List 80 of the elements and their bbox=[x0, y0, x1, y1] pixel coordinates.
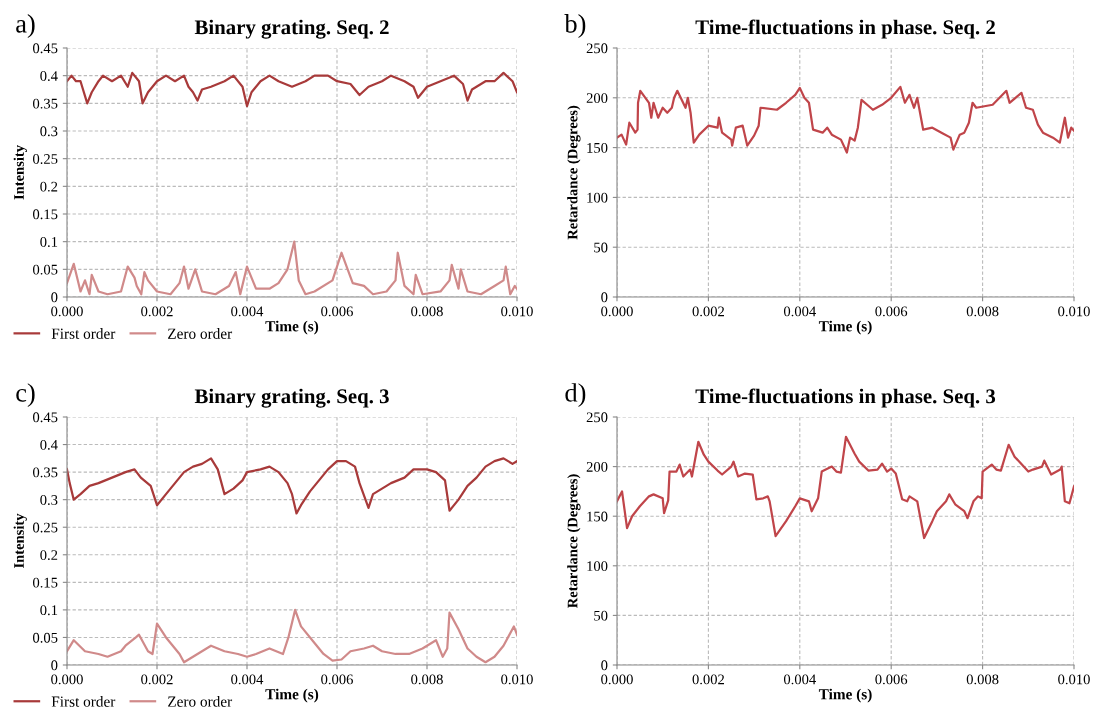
y-tick-label: 0 bbox=[601, 292, 608, 303]
x-tick-label: 0.010 bbox=[501, 306, 533, 317]
y-tick-label: 100 bbox=[587, 561, 608, 571]
chart-title: Time-fluctuations in phase. Seq. 3 bbox=[695, 388, 996, 408]
line-series bbox=[67, 457, 517, 515]
y-tick-label: 50 bbox=[594, 242, 608, 253]
y-tick-label: 200 bbox=[586, 461, 608, 472]
legend-label: Zero order bbox=[168, 696, 233, 707]
x-tick-label: 0.002 bbox=[141, 306, 173, 317]
line-series bbox=[617, 435, 1074, 540]
x-tick-label: 0.004 bbox=[231, 674, 264, 685]
x-tick-label: 0.004 bbox=[231, 306, 264, 317]
y-tick-label: 150 bbox=[587, 142, 608, 153]
y-tick-label: 50 bbox=[594, 610, 608, 621]
y-tick-label: 0.25 bbox=[33, 154, 58, 164]
x-tick-label: 0.008 bbox=[966, 674, 999, 685]
y-tick-label: 0 bbox=[51, 660, 58, 671]
x-tick-label: 0.006 bbox=[321, 306, 353, 317]
y-tick-label: 0.4 bbox=[40, 71, 58, 81]
x-tick-label: 0.010 bbox=[501, 674, 533, 685]
y-tick-label: 0.15 bbox=[33, 209, 58, 220]
x-tick-label: 0.000 bbox=[51, 674, 83, 685]
x-tick-label: 0.010 bbox=[1058, 674, 1090, 685]
y-tick-label: 0.45 bbox=[33, 412, 58, 423]
x-tick-label: 0.004 bbox=[783, 674, 816, 685]
y-axis-title: Intensity bbox=[13, 513, 27, 569]
x-tick-label: 0.008 bbox=[411, 674, 443, 685]
x-tick-label: 0.000 bbox=[601, 306, 633, 317]
line-series bbox=[617, 85, 1074, 154]
x-tick-label: 0.002 bbox=[141, 674, 173, 685]
y-tick-label: 0.1 bbox=[40, 237, 58, 247]
y-tick-label: 250 bbox=[586, 412, 608, 423]
x-tick-label: 0.002 bbox=[692, 306, 724, 317]
y-tick-label: 0.15 bbox=[33, 577, 58, 588]
chart-title: Time-fluctuations in phase. Seq. 2 bbox=[695, 19, 995, 39]
y-tick-label: 0 bbox=[51, 292, 58, 303]
y-axis-title: Retardance (Degrees) bbox=[567, 474, 581, 609]
x-tick-label: 0.000 bbox=[601, 674, 633, 685]
y-tick-label: 100 bbox=[587, 192, 608, 203]
y-tick-label: 0.05 bbox=[33, 264, 58, 275]
x-axis-title: Time (s) bbox=[818, 320, 872, 335]
text: a) bbox=[16, 14, 35, 39]
y-tick-label: 0.1 bbox=[40, 605, 58, 616]
y-tick-label: 200 bbox=[586, 93, 608, 103]
x-axis-title: Time (s) bbox=[265, 320, 319, 335]
y-tick-label: 0.05 bbox=[33, 632, 58, 643]
y-tick-label: 0.2 bbox=[40, 550, 58, 561]
x-tick-label: 0.008 bbox=[966, 306, 999, 317]
y-tick-label: 0.35 bbox=[33, 467, 58, 478]
legend-label: First order bbox=[51, 696, 116, 707]
y-tick-label: 150 bbox=[587, 511, 608, 522]
y-tick-label: 0.2 bbox=[40, 181, 58, 192]
legend-label: First order bbox=[51, 328, 116, 339]
text: c) bbox=[16, 383, 35, 408]
x-tick-label: 0.004 bbox=[783, 306, 816, 317]
x-tick-label: 0.010 bbox=[1058, 306, 1090, 317]
chart-title: Binary grating. Seq. 3 bbox=[194, 388, 389, 408]
legend-label: Zero order bbox=[168, 328, 233, 339]
text: b) bbox=[564, 14, 586, 39]
y-tick-label: 0.45 bbox=[33, 43, 58, 54]
x-axis-title: Time (s) bbox=[265, 688, 319, 703]
x-tick-label: 0.000 bbox=[51, 306, 83, 317]
y-tick-label: 250 bbox=[586, 43, 608, 54]
text: d) bbox=[565, 383, 586, 408]
x-tick-label: 0.006 bbox=[875, 306, 908, 317]
y-tick-label: 0 bbox=[601, 660, 608, 671]
x-tick-label: 0.006 bbox=[875, 674, 908, 685]
y-tick-label: 0.3 bbox=[40, 126, 58, 137]
y-axis-title: Intensity bbox=[13, 145, 27, 200]
y-tick-label: 0.25 bbox=[33, 522, 58, 533]
y-tick-label: 0.3 bbox=[40, 495, 58, 505]
x-axis-title: Time (s) bbox=[818, 688, 872, 703]
x-tick-label: 0.008 bbox=[411, 306, 443, 317]
y-tick-label: 0.35 bbox=[33, 98, 58, 109]
x-tick-label: 0.006 bbox=[321, 674, 353, 685]
y-tick-label: 0.4 bbox=[40, 439, 58, 450]
y-axis-title: Retardance (Degrees) bbox=[567, 105, 581, 240]
line-series bbox=[67, 71, 517, 108]
chart-title: Binary grating. Seq. 2 bbox=[194, 19, 389, 39]
x-tick-label: 0.002 bbox=[692, 674, 724, 685]
